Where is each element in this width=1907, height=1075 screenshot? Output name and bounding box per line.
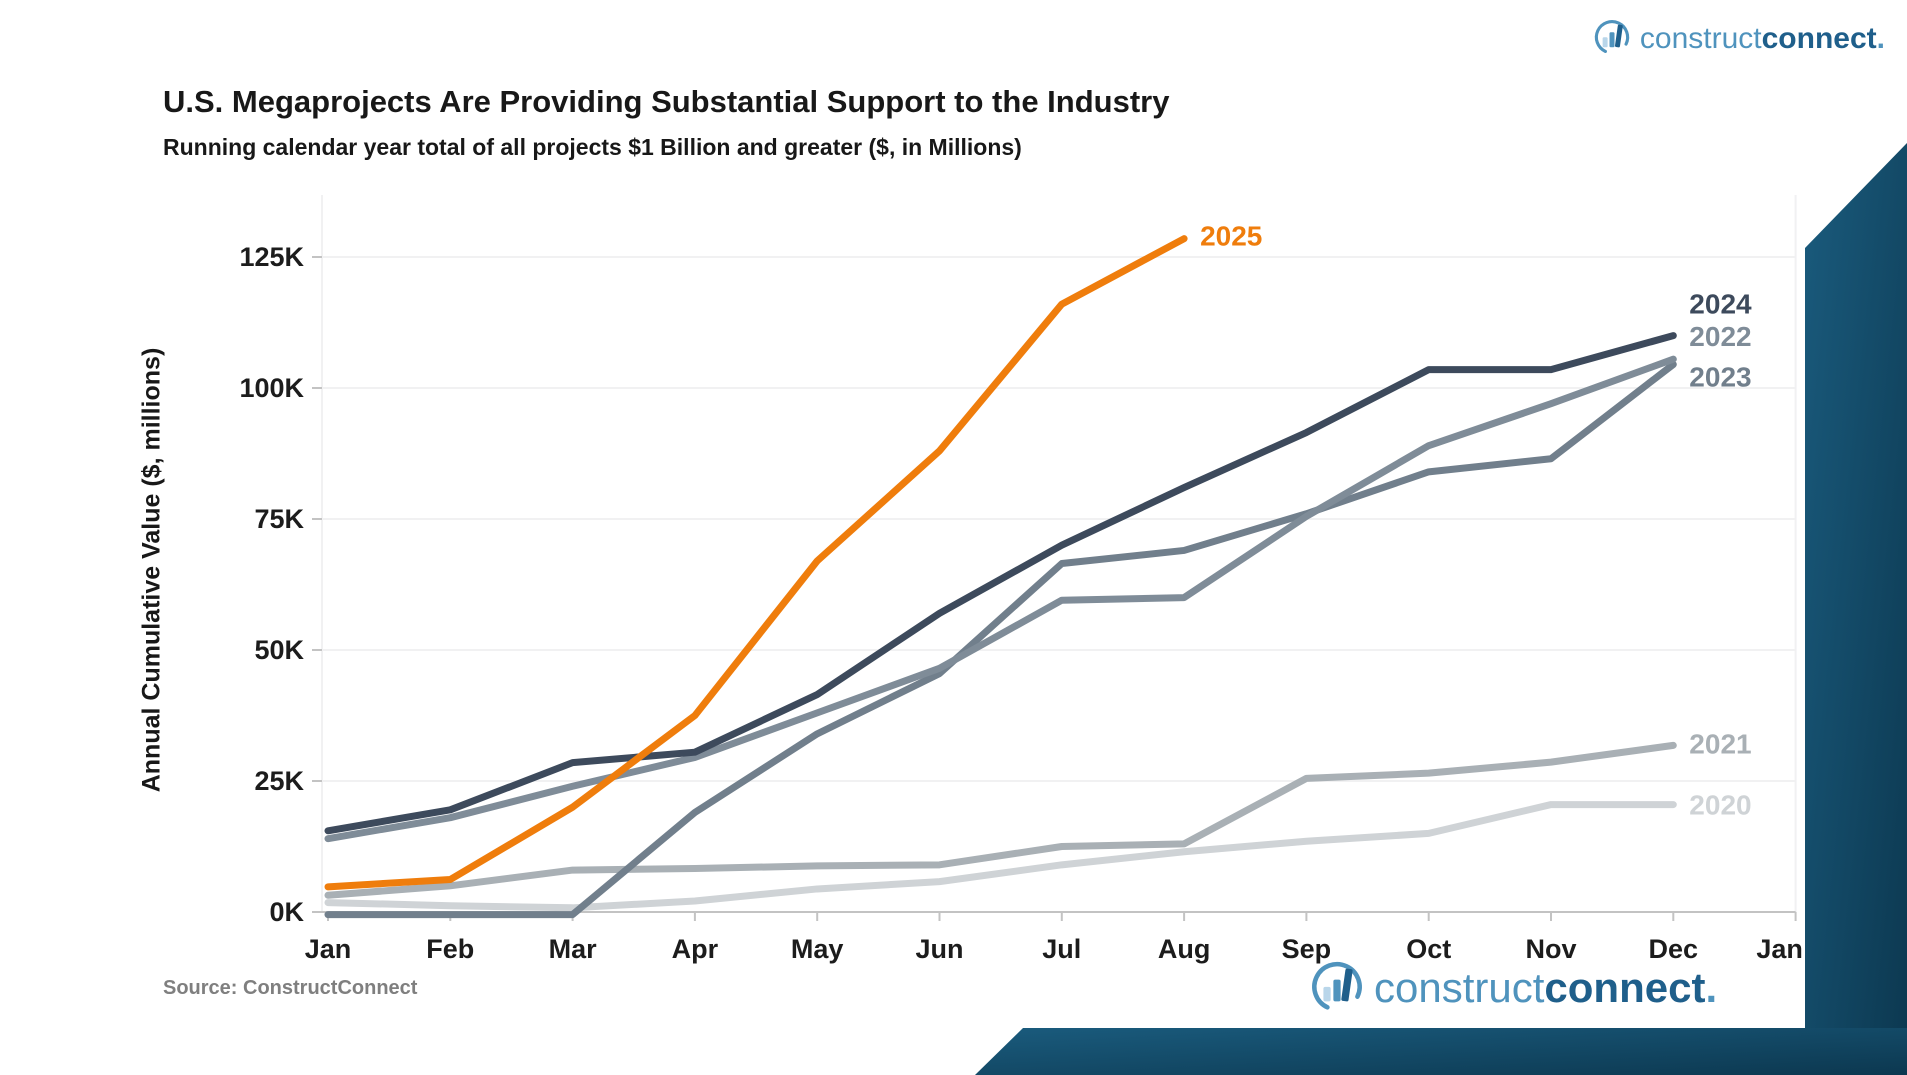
page-title: U.S. Megaprojects Are Providing Substant… — [163, 84, 1170, 119]
series-label-2024: 2024 — [1689, 289, 1752, 320]
series-line-2025 — [324, 235, 1188, 891]
logo-wordmark: constructconnect. — [1639, 21, 1885, 55]
y-tick-label: 0K — [269, 897, 304, 927]
x-tick-label-Mar-2: Mar — [549, 934, 598, 964]
constructconnect-logo-top: constructconnect. — [1592, 16, 1885, 61]
x-tick-label-Jan-0: Jan — [305, 934, 352, 964]
page-subtitle: Running calendar year total of all proje… — [163, 134, 1022, 160]
series-line-2024 — [324, 332, 1677, 835]
x-tick-label-Feb-1: Feb — [426, 934, 474, 964]
y-tick-label: 25K — [254, 766, 304, 796]
series-line-2020 — [324, 801, 1677, 912]
x-tick-label-Apr-3: Apr — [672, 934, 719, 964]
y-tick-label: 125K — [239, 242, 304, 272]
x-tick-label-Sep-8: Sep — [1282, 934, 1332, 964]
series-label-2022: 2022 — [1689, 321, 1751, 352]
x-tick-label-Nov-10: Nov — [1525, 934, 1576, 964]
series-line-2021 — [324, 741, 1677, 899]
x-tick-label-Aug-7: Aug — [1158, 934, 1210, 964]
decor-right-band — [1805, 143, 1907, 1075]
series-label-2020: 2020 — [1689, 790, 1751, 821]
series-label-2021: 2021 — [1689, 728, 1751, 759]
series-line-2022 — [324, 355, 1677, 843]
y-tick-label: 75K — [254, 504, 304, 534]
series-label-2025: 2025 — [1200, 221, 1262, 252]
y-axis-title: Annual Cumulative Value ($, millions) — [137, 347, 166, 793]
y-tick-label: 100K — [239, 373, 304, 403]
x-tick-label-Jan-12: Jan — [1756, 934, 1803, 964]
constructconnect-logo-bottom: constructconnect. — [1308, 956, 1717, 1019]
series-label-2023: 2023 — [1689, 361, 1751, 392]
x-tick-label-Jul-6: Jul — [1042, 934, 1081, 964]
x-tick-label-Oct-9: Oct — [1406, 934, 1451, 964]
x-tick-label-Dec-11: Dec — [1649, 934, 1699, 964]
x-tick-label-May-4: May — [791, 934, 844, 964]
x-tick-label-Jun-5: Jun — [915, 934, 963, 964]
source-note: Source: ConstructConnect — [163, 977, 418, 999]
constructconnect-mark-icon — [1592, 16, 1632, 61]
y-tick-label: 50K — [254, 635, 304, 665]
decor-bottom-band — [975, 1028, 1907, 1075]
logo-wordmark: constructconnect. — [1374, 963, 1718, 1011]
constructconnect-mark-icon — [1308, 956, 1366, 1019]
series-line-2023 — [324, 360, 1677, 919]
